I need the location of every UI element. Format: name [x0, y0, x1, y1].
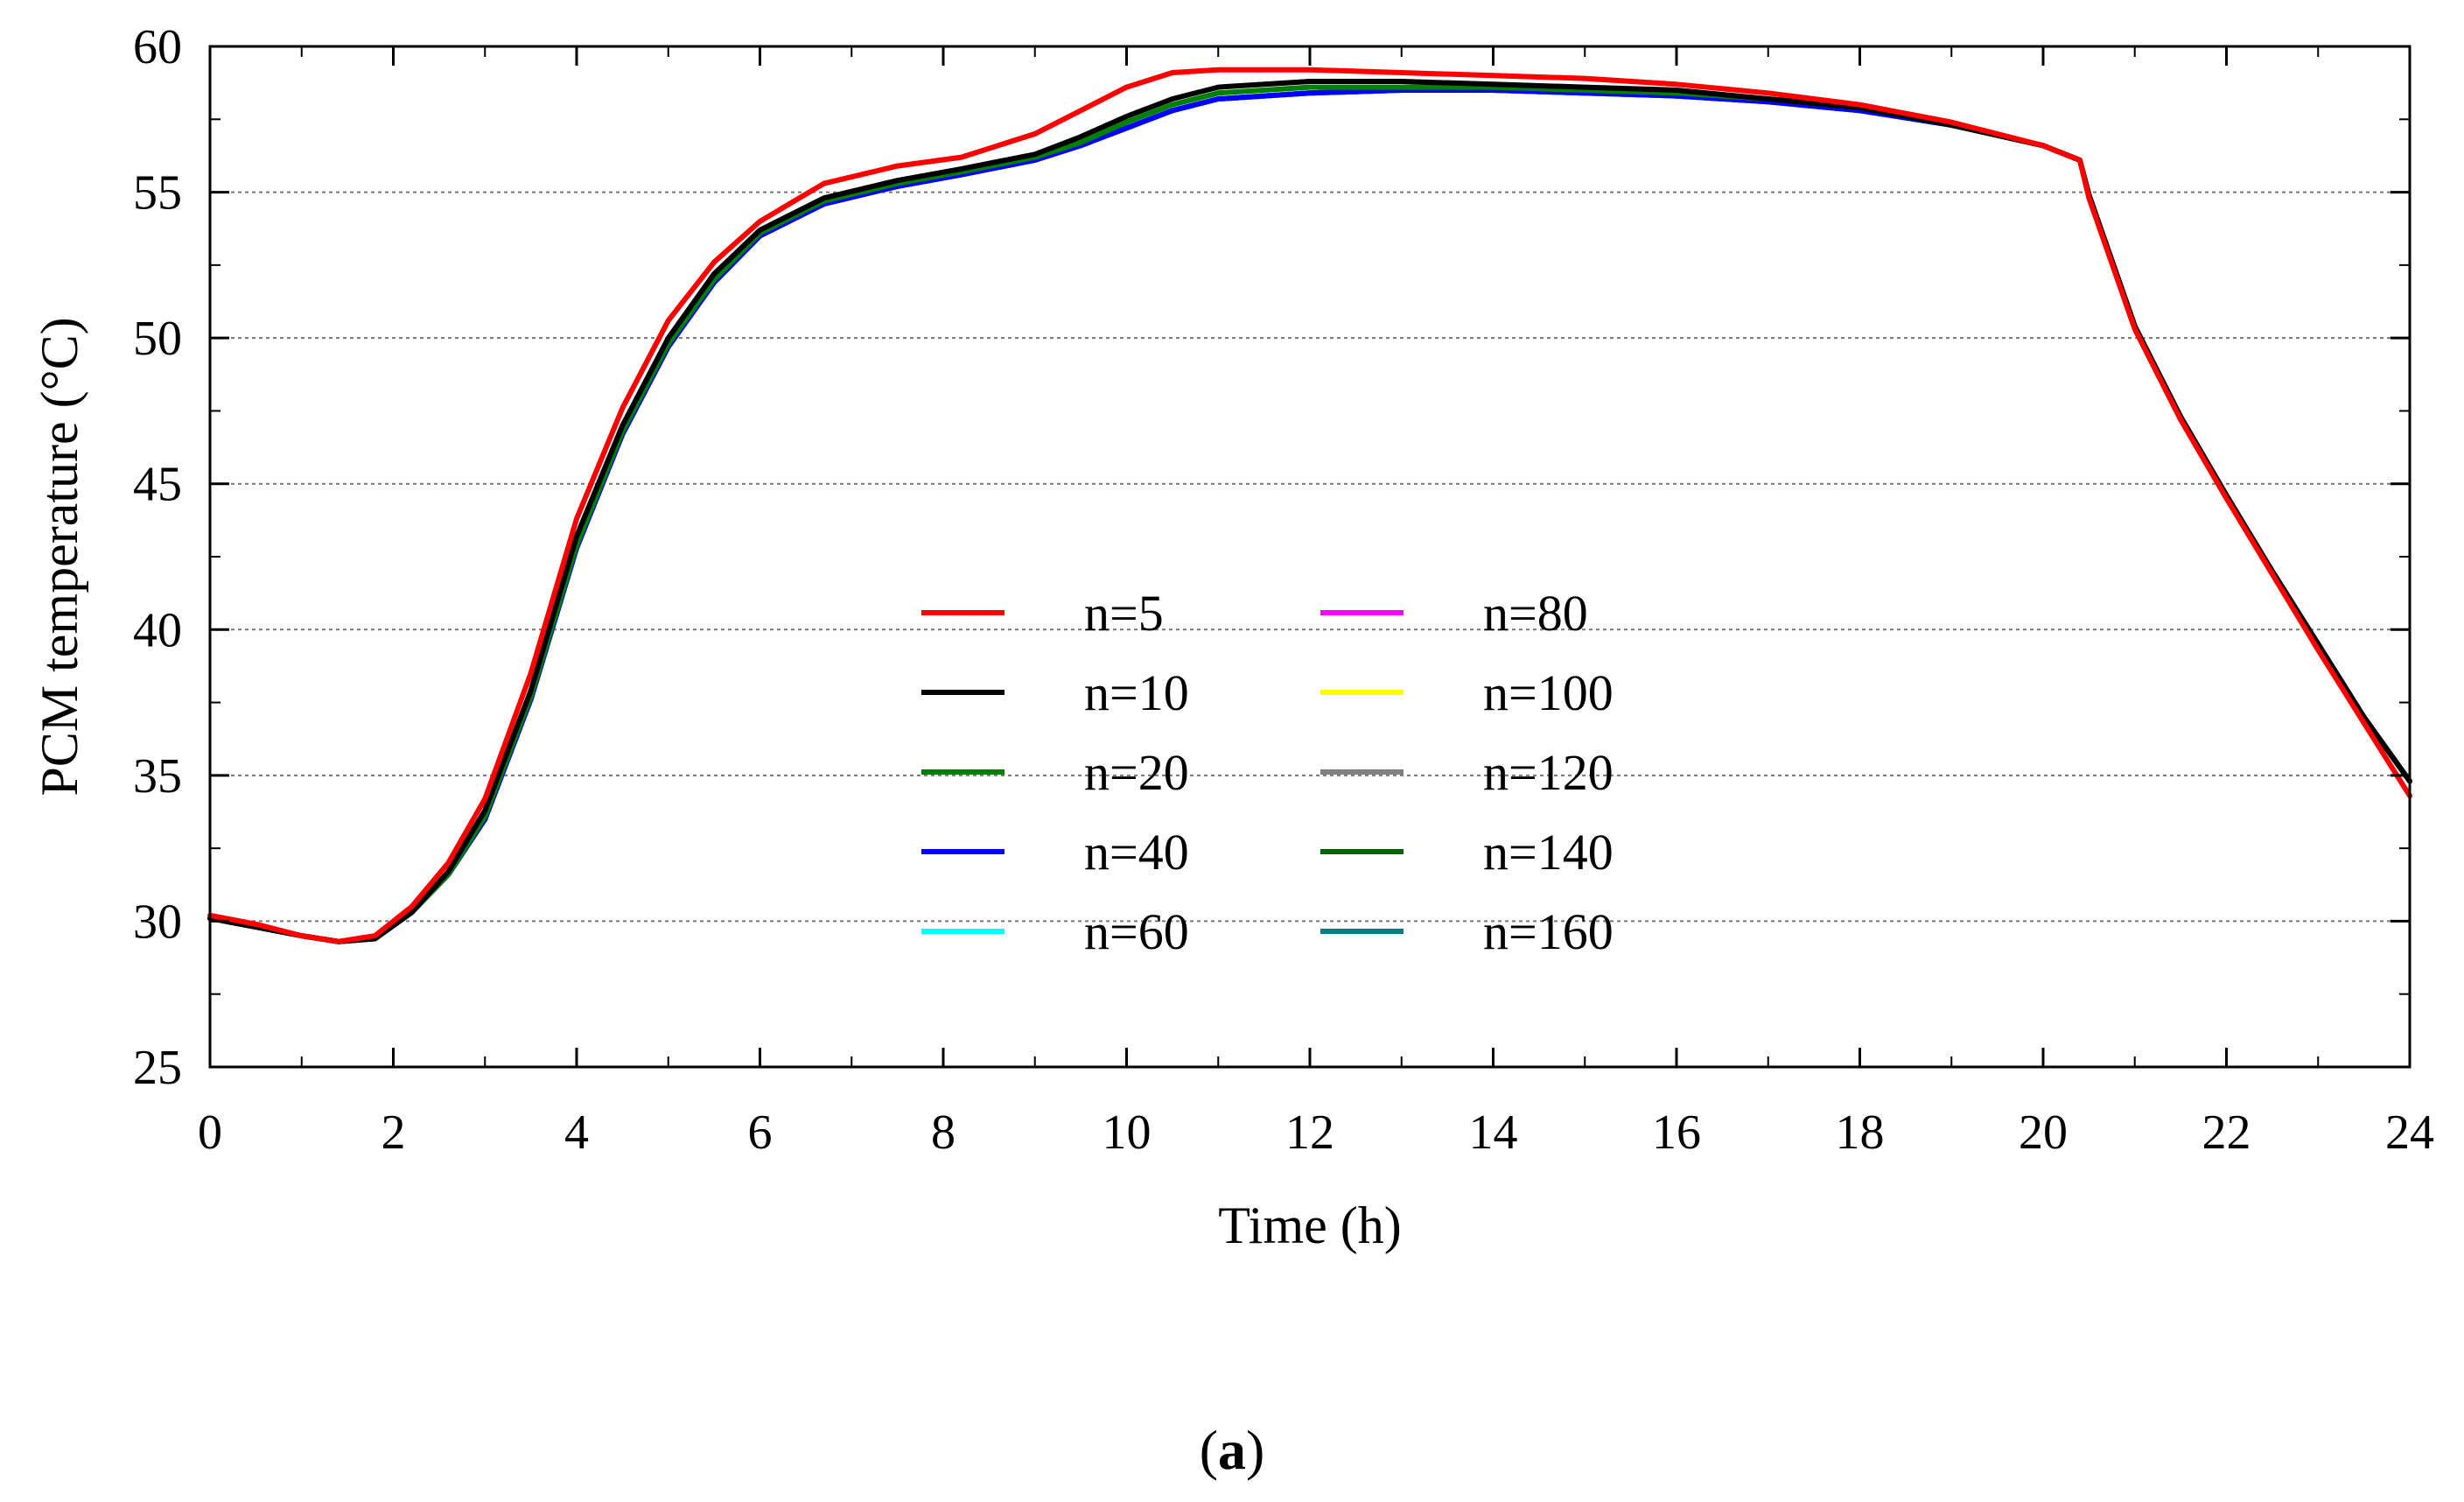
series-line-n-10: [207, 79, 2412, 944]
x-tick-label-24: 24: [2385, 1105, 2434, 1160]
x-tick-label-10: 10: [1102, 1105, 1152, 1160]
x-tick-label-12: 12: [1285, 1105, 1334, 1160]
x-tick-label-14: 14: [1469, 1105, 1518, 1160]
series-line-n-120: [207, 88, 2412, 944]
gridlines: [210, 191, 2410, 923]
legend-label-n-160: n=160: [1483, 903, 1614, 960]
series-line-n-100: [207, 88, 2412, 944]
y-tick-label-60: 60: [133, 20, 182, 74]
legend-label-n-80: n=80: [1483, 585, 1588, 642]
figure-caption: (a): [0, 1418, 2464, 1483]
caption-letter: a: [1218, 1419, 1246, 1481]
legend-label-n-120: n=120: [1483, 744, 1614, 801]
legend-label-n-60: n=60: [1084, 903, 1189, 960]
x-tick-label-2: 2: [382, 1105, 406, 1160]
y-tick-label-55: 55: [133, 166, 182, 221]
x-tick-label-4: 4: [564, 1105, 589, 1160]
axis-ticks: [208, 45, 2412, 1069]
caption-open: (: [1199, 1419, 1218, 1481]
legend-label-n-5: n=5: [1084, 585, 1164, 642]
series-line-n-60: [207, 88, 2412, 944]
x-axis-title: Time (h): [1218, 1197, 1401, 1254]
legend-label-n-100: n=100: [1483, 664, 1614, 721]
y-tick-label-30: 30: [133, 895, 182, 949]
y-tick-label-45: 45: [133, 458, 182, 512]
legend-label-n-140: n=140: [1483, 824, 1614, 881]
legend-label-n-10: n=10: [1084, 664, 1189, 721]
caption-close: ): [1246, 1419, 1265, 1481]
series-line-n-140: [207, 88, 2412, 944]
series-line-n-160: [207, 88, 2412, 944]
x-tick-label-0: 0: [198, 1105, 222, 1160]
x-tick-label-8: 8: [931, 1105, 956, 1160]
series-line-n-20: [207, 84, 2412, 944]
series-line-n-5: [207, 67, 2412, 944]
x-tick-label-16: 16: [1652, 1105, 1701, 1160]
series-line-n-80: [207, 88, 2412, 944]
x-tick-labels: 0 2 4 6 8 10 12 14 16 18 20 22 24: [198, 1105, 2434, 1160]
y-axis-title: PCM temperature (°C): [31, 317, 88, 796]
y-tick-label-50: 50: [133, 312, 182, 366]
series-lines: [207, 67, 2412, 944]
plot-frame: [208, 45, 2412, 1069]
x-tick-label-18: 18: [1836, 1105, 1885, 1160]
y-tick-labels: 25 30 35 40 45 50 55 60: [133, 20, 182, 1095]
y-tick-label-35: 35: [133, 749, 182, 804]
legend: n=5 n=10 n=20 n=40 n=60 n=80 n=100 n=120 n=140 n=…: [921, 585, 1614, 960]
x-tick-label-6: 6: [748, 1105, 773, 1160]
legend-label-n-40: n=40: [1084, 824, 1189, 881]
y-tick-label-25: 25: [133, 1041, 182, 1095]
y-tick-label-40: 40: [133, 603, 182, 657]
x-tick-label-22: 22: [2202, 1105, 2251, 1160]
x-tick-label-20: 20: [2019, 1105, 2068, 1160]
legend-label-n-20: n=20: [1084, 744, 1189, 801]
series-line-n-40: [207, 88, 2412, 944]
